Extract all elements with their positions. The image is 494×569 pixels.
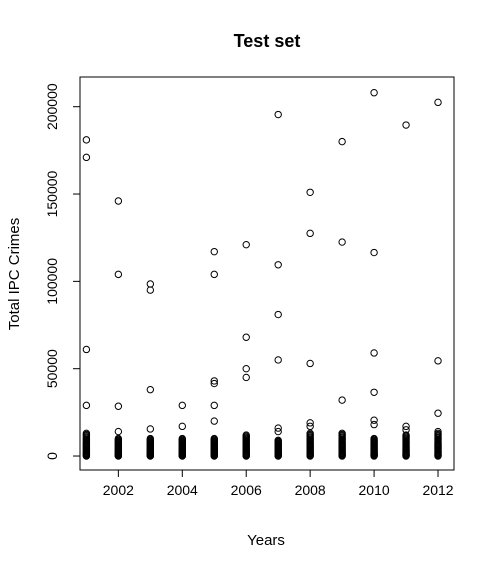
data-point — [306, 229, 314, 238]
data-point — [274, 261, 282, 269]
data-point — [178, 434, 186, 443]
data-point — [82, 153, 91, 162]
data-point — [402, 121, 410, 129]
data-point — [306, 422, 314, 431]
data-point — [434, 427, 442, 436]
data-point — [114, 270, 123, 279]
data-point — [370, 248, 378, 257]
plot-box — [79, 76, 455, 471]
data-point — [370, 434, 378, 443]
y-axis-title: Total IPC Crimes — [6, 218, 23, 331]
data-point — [178, 401, 186, 410]
chart-title: Test set — [234, 31, 301, 51]
data-point — [274, 436, 282, 445]
y-tick-label: 0 — [44, 452, 60, 460]
data-point — [306, 188, 314, 196]
x-tick-label: 2006 — [231, 482, 262, 498]
x-tick-label: 2012 — [422, 482, 453, 498]
data-point — [402, 422, 410, 431]
x-tick-label: 2008 — [295, 482, 326, 498]
data-point — [274, 356, 282, 364]
data-point — [114, 434, 123, 443]
data-point — [306, 359, 314, 368]
y-tick-label: 50000 — [44, 349, 60, 388]
data-point — [82, 136, 91, 144]
data-point — [242, 431, 250, 439]
data-point — [306, 429, 314, 438]
data-point — [210, 377, 218, 385]
data-points — [82, 89, 442, 460]
data-point — [242, 373, 250, 382]
data-point — [114, 427, 123, 436]
data-point — [306, 419, 314, 427]
data-point — [402, 431, 410, 439]
data-point — [82, 401, 91, 410]
data-point — [114, 197, 123, 205]
data-point — [210, 270, 218, 279]
data-point — [434, 409, 442, 417]
y-axis: 0 50000 100000 150000 200000 — [44, 83, 80, 460]
x-axis-title: Years — [247, 532, 285, 549]
data-point — [210, 379, 218, 388]
data-point — [210, 417, 218, 425]
data-point — [210, 401, 218, 410]
data-point — [82, 345, 91, 354]
y-tick-label: 200000 — [44, 83, 60, 130]
data-point — [274, 427, 282, 436]
data-point — [146, 280, 155, 288]
data-point — [274, 424, 282, 432]
x-tick-label: 2002 — [103, 482, 134, 498]
data-point — [242, 240, 250, 249]
data-point — [146, 385, 155, 394]
data-point — [338, 429, 346, 438]
x-tick-label: 2004 — [167, 482, 198, 498]
data-point — [402, 426, 410, 434]
data-point — [434, 357, 442, 365]
data-point — [338, 238, 346, 246]
data-point — [82, 429, 91, 438]
data-point — [114, 402, 123, 410]
data-point — [178, 422, 186, 431]
data-point — [370, 388, 378, 396]
data-point — [210, 247, 218, 256]
data-point — [210, 434, 218, 443]
data-point — [370, 416, 378, 424]
data-point — [370, 420, 378, 429]
data-point — [146, 286, 155, 294]
data-point — [242, 333, 250, 341]
y-tick-label: 100000 — [44, 258, 60, 305]
x-tick-label: 2010 — [359, 482, 390, 498]
data-point — [370, 349, 378, 357]
x-axis: 2002 2004 2006 2008 2010 2012 — [103, 470, 454, 498]
data-point — [274, 310, 282, 319]
data-point — [338, 396, 346, 404]
y-tick-label: 150000 — [44, 170, 60, 217]
data-point — [146, 425, 155, 433]
data-point — [274, 110, 282, 119]
data-point — [242, 364, 250, 373]
data-point — [146, 434, 155, 443]
data-point — [434, 98, 442, 107]
data-point — [370, 89, 378, 97]
data-point — [338, 137, 346, 146]
